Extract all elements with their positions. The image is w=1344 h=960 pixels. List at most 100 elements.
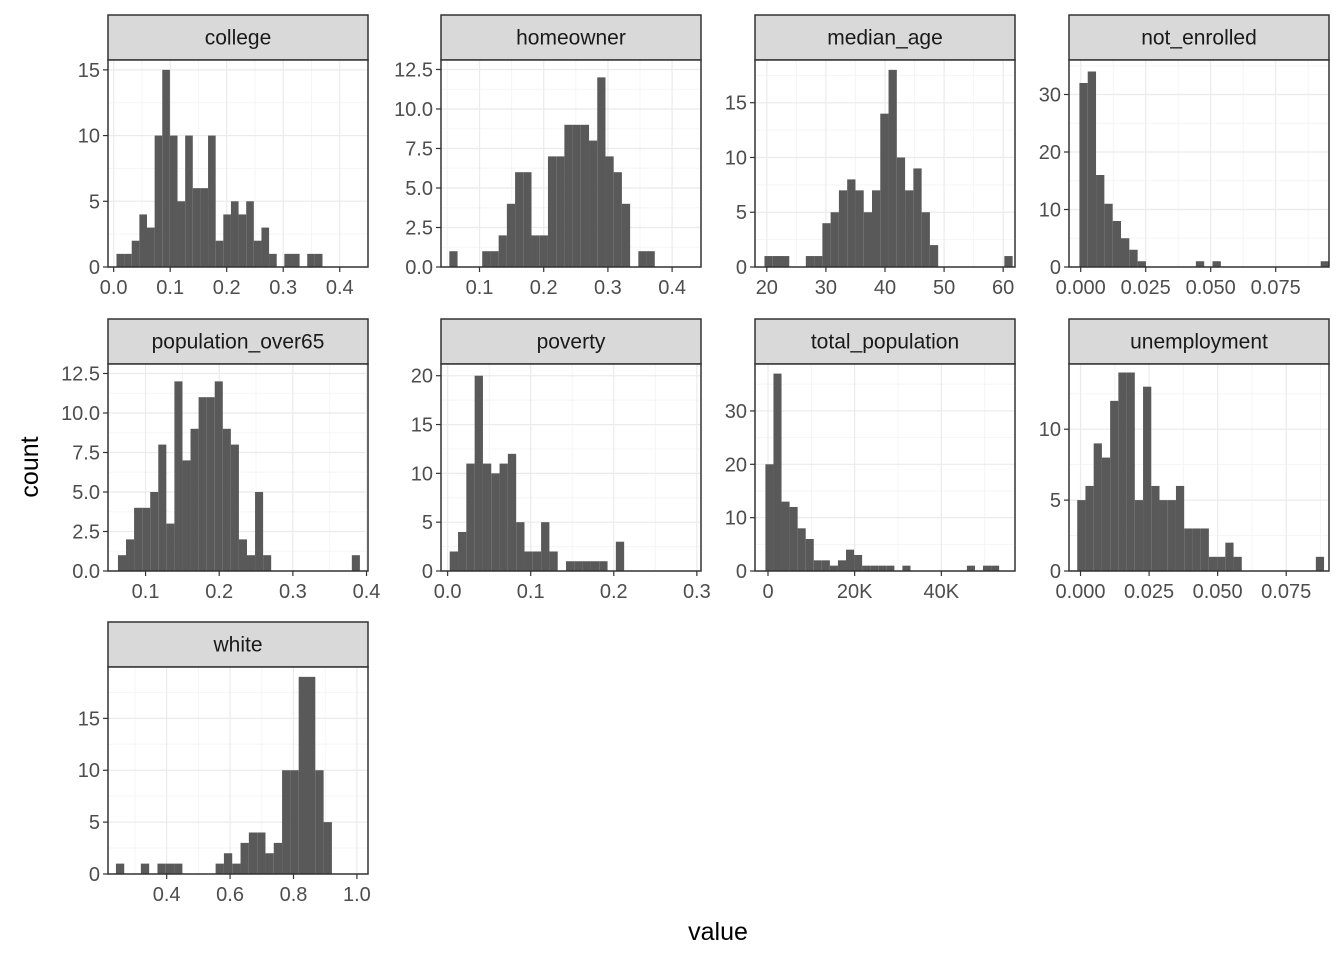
histogram-bar bbox=[1195, 261, 1205, 267]
histogram-bar bbox=[131, 240, 140, 267]
histogram-bar bbox=[773, 373, 782, 571]
histogram-bar bbox=[1118, 372, 1127, 571]
panel-content bbox=[755, 364, 1015, 571]
y-tick-label: 0 bbox=[89, 257, 100, 279]
histogram-bar bbox=[351, 555, 360, 571]
histogram-bar bbox=[1200, 528, 1209, 571]
histogram-bar bbox=[314, 253, 323, 267]
histogram-bar bbox=[1129, 249, 1138, 267]
y-tick-label: 0 bbox=[1050, 561, 1061, 583]
x-tick-label: 0.025 bbox=[1124, 581, 1174, 603]
histogram-bar bbox=[157, 863, 166, 874]
facet-strip-label: college bbox=[205, 27, 272, 50]
histogram-bar bbox=[805, 538, 814, 571]
x-tick-label: 0.000 bbox=[1056, 277, 1106, 299]
y-tick-label: 30 bbox=[1039, 85, 1061, 107]
histogram-bar bbox=[458, 531, 467, 571]
histogram-bar bbox=[182, 460, 191, 571]
panel-border bbox=[754, 363, 1016, 572]
facet-median_age: median_age 0 5 10 15 20 30 40 50 60 bbox=[725, 14, 1016, 299]
histogram-bar bbox=[117, 555, 127, 571]
histogram-bar bbox=[282, 770, 291, 874]
histogram-bar bbox=[797, 528, 806, 571]
histogram-bar bbox=[838, 190, 848, 267]
y-tick-label: 0 bbox=[736, 561, 747, 583]
histogram-bar bbox=[498, 235, 507, 267]
x-tick-label: 0.075 bbox=[1251, 277, 1301, 299]
histogram-bar bbox=[222, 428, 231, 571]
histogram-bar bbox=[214, 381, 223, 571]
histogram-bar bbox=[115, 863, 125, 874]
histogram-bar bbox=[261, 227, 270, 267]
y-tick-label: 0 bbox=[1050, 257, 1061, 279]
x-tick-label: 0.3 bbox=[683, 581, 711, 603]
histogram-bar bbox=[158, 444, 167, 571]
histogram-bar bbox=[238, 539, 247, 571]
y-tick-label: 20 bbox=[411, 366, 433, 388]
histogram-bar bbox=[169, 135, 178, 267]
histogram-bar bbox=[847, 179, 856, 267]
histogram-bar bbox=[1167, 500, 1176, 571]
histogram-bar bbox=[564, 124, 573, 267]
y-tick-label: 20 bbox=[1039, 142, 1061, 164]
histogram-bar bbox=[491, 473, 500, 571]
facet-strip bbox=[440, 318, 702, 365]
panel-content bbox=[441, 364, 701, 571]
histogram-bar bbox=[238, 214, 247, 267]
y-tick-label: 30 bbox=[725, 401, 747, 423]
panel-content bbox=[1069, 60, 1329, 267]
x-tick-label: 50 bbox=[933, 277, 955, 299]
y-tick-label: 0 bbox=[422, 561, 433, 583]
histogram-bar bbox=[165, 863, 175, 874]
x-tick-label: 0.050 bbox=[1186, 277, 1236, 299]
y-tick-label: 2.5 bbox=[72, 521, 100, 543]
histogram-bar bbox=[886, 565, 895, 571]
histogram-bar bbox=[615, 541, 625, 571]
histogram-bar bbox=[580, 124, 590, 267]
histogram-bar bbox=[516, 522, 525, 571]
x-tick-label: 0.2 bbox=[205, 581, 233, 603]
y-tick-label: 10 bbox=[78, 760, 100, 782]
histogram-bar bbox=[323, 822, 332, 874]
histogram-bar bbox=[872, 190, 881, 267]
x-tick-label: 0.050 bbox=[1193, 581, 1243, 603]
histogram-bar bbox=[474, 375, 483, 571]
histogram-bar bbox=[781, 256, 790, 267]
panel-content bbox=[1069, 364, 1329, 571]
x-tick-label: 0.1 bbox=[132, 581, 160, 603]
y-tick-label: 5.0 bbox=[405, 178, 433, 200]
histogram-bar bbox=[590, 561, 600, 571]
histogram-bar bbox=[1134, 500, 1144, 571]
histogram-bar bbox=[230, 444, 239, 571]
y-tick-label: 15 bbox=[725, 93, 747, 115]
histogram-bar bbox=[1085, 485, 1094, 571]
y-axis-title: count bbox=[16, 436, 44, 497]
y-tick-label: 2.5 bbox=[405, 217, 433, 239]
histogram-bar bbox=[1104, 203, 1113, 267]
x-tick-label: 30 bbox=[815, 277, 837, 299]
y-tick-label: 10.0 bbox=[394, 99, 433, 121]
histogram-bar bbox=[306, 676, 316, 874]
histogram-bar bbox=[208, 135, 216, 267]
histogram-bar bbox=[781, 501, 790, 571]
histogram-bar bbox=[913, 168, 922, 267]
panel-border bbox=[107, 59, 369, 268]
facet-strip bbox=[107, 621, 369, 668]
x-tick-label: 0.4 bbox=[326, 277, 354, 299]
histogram-bar bbox=[1143, 386, 1152, 571]
y-tick-label: 5 bbox=[736, 202, 747, 224]
histogram-bar bbox=[273, 842, 283, 874]
histogram-bar bbox=[983, 565, 992, 571]
y-tick-label: 15 bbox=[78, 708, 100, 730]
histogram-bar bbox=[290, 770, 299, 874]
histogram-bar bbox=[142, 507, 151, 571]
x-tick-label: 0.2 bbox=[213, 277, 241, 299]
x-tick-label: 40K bbox=[924, 581, 960, 603]
histogram-bar bbox=[200, 188, 209, 267]
x-tick-label: 0.1 bbox=[156, 277, 184, 299]
histogram-bar bbox=[147, 227, 155, 267]
histogram-bar bbox=[789, 506, 798, 571]
histogram-bar bbox=[1101, 457, 1111, 571]
histogram-bar bbox=[772, 256, 781, 267]
facet-strip-label: median_age bbox=[827, 27, 943, 50]
